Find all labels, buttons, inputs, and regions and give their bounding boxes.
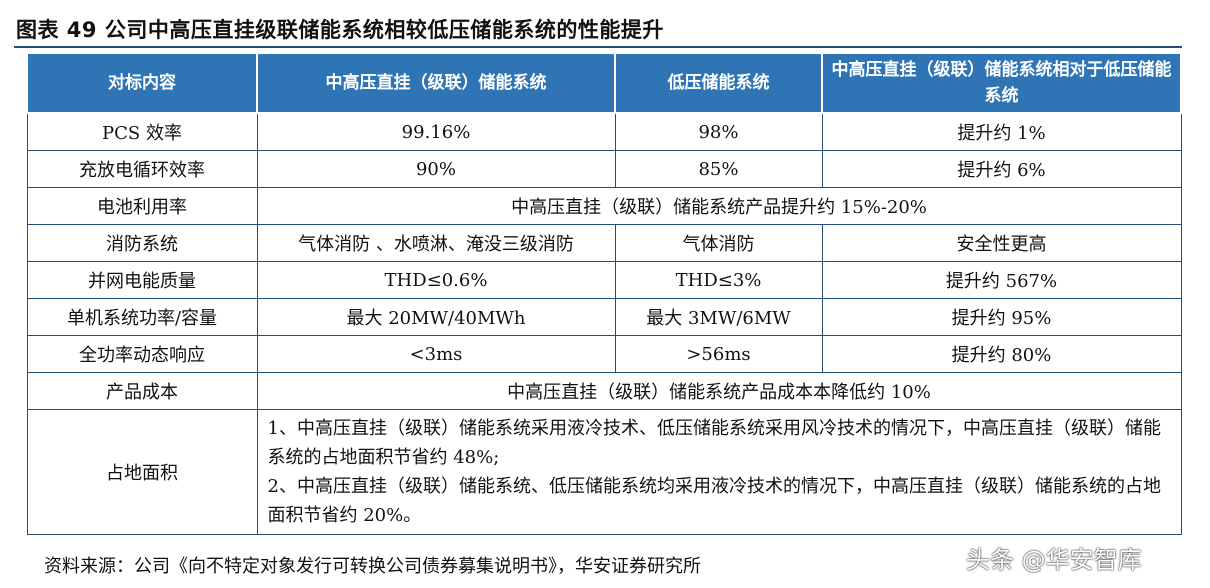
figure-title: 图表 49 公司中高压直挂级联储能系统相较低压储能系统的性能提升 <box>16 18 664 42</box>
area-note-2: 2、中高压直挂（级联）储能系统、低压储能系统均采用液冷技术的情况下，中高压直挂（… <box>267 476 1161 526</box>
cell-value: 提升约 1% <box>821 112 1182 151</box>
table-row: 电池利用率 中高压直挂（级联）储能系统产品提升约 15%-20% <box>26 187 1182 225</box>
cell-value: <3ms <box>256 335 616 373</box>
cell-value: THD≤3% <box>614 261 823 299</box>
row-label: 全功率动态响应 <box>26 335 258 373</box>
cell-value: THD≤0.6% <box>256 261 616 299</box>
cell-value: 99.16% <box>256 112 616 151</box>
cell-value-merged: 中高压直挂（级联）储能系统产品成本本降低约 10% <box>256 372 1182 410</box>
row-label: 电池利用率 <box>26 187 258 225</box>
header-lv-system: 低压储能系统 <box>614 52 823 114</box>
table-row: 全功率动态响应 <3ms >56ms 提升约 80% <box>26 335 1182 373</box>
table-row: 产品成本 中高压直挂（级联）储能系统产品成本本降低约 10% <box>26 372 1182 410</box>
cell-value-merged: 1、中高压直挂（级联）储能系统采用液冷技术、低压储能系统采用风冷技术的情况下，中… <box>256 409 1182 535</box>
header-mv-system: 中高压直挂（级联）储能系统 <box>256 52 616 114</box>
table-row: 消防系统 气体消防 、水喷淋、淹没三级消防 气体消防 安全性更高 <box>26 224 1182 262</box>
row-label: 产品成本 <box>26 372 258 410</box>
table-header-row: 对标内容 中高压直挂（级联）储能系统 低压储能系统 中高压直挂（级联）储能系统相… <box>26 52 1182 114</box>
table-row: 充放电循环效率 90% 85% 提升约 6% <box>26 150 1182 188</box>
cell-value: 最大 3MW/6MW <box>614 298 823 336</box>
area-note-1: 1、中高压直挂（级联）储能系统采用液冷技术、低压储能系统采用风冷技术的情况下，中… <box>267 418 1161 468</box>
row-label: PCS 效率 <box>26 112 258 151</box>
cell-value: 提升约 95% <box>821 298 1182 336</box>
header-improvement: 中高压直挂（级联）储能系统相对于低压储能系统 <box>821 52 1182 114</box>
row-label: 并网电能质量 <box>26 261 258 299</box>
comparison-table: 对标内容 中高压直挂（级联）储能系统 低压储能系统 中高压直挂（级联）储能系统相… <box>26 52 1182 535</box>
title-divider <box>14 46 1182 48</box>
table-row: 并网电能质量 THD≤0.6% THD≤3% 提升约 567% <box>26 261 1182 299</box>
cell-value: 气体消防 、水喷淋、淹没三级消防 <box>256 224 616 262</box>
cell-value: 提升约 6% <box>821 150 1182 188</box>
cell-value: 98% <box>614 112 823 151</box>
source-note: 资料来源：公司《向不特定对象发行可转换公司债券募集说明书》，华安证券研究所 <box>44 556 701 577</box>
cell-value: 安全性更高 <box>821 224 1182 262</box>
watermark: 头条 @华安智库 <box>966 546 1142 574</box>
header-benchmark: 对标内容 <box>26 52 258 114</box>
table-row: PCS 效率 99.16% 98% 提升约 1% <box>26 112 1182 151</box>
cell-value: 提升约 80% <box>821 335 1182 373</box>
cell-value-merged: 中高压直挂（级联）储能系统产品提升约 15%-20% <box>256 187 1182 225</box>
table-row: 占地面积 1、中高压直挂（级联）储能系统采用液冷技术、低压储能系统采用风冷技术的… <box>26 409 1182 535</box>
cell-value: 85% <box>614 150 823 188</box>
cell-value: >56ms <box>614 335 823 373</box>
cell-value: 气体消防 <box>614 224 823 262</box>
row-label: 占地面积 <box>26 409 258 535</box>
row-label: 充放电循环效率 <box>26 150 258 188</box>
row-label: 消防系统 <box>26 224 258 262</box>
table-row: 单机系统功率/容量 最大 20MW/40MWh 最大 3MW/6MW 提升约 9… <box>26 298 1182 336</box>
cell-value: 最大 20MW/40MWh <box>256 298 616 336</box>
cell-value: 提升约 567% <box>821 261 1182 299</box>
row-label: 单机系统功率/容量 <box>26 298 258 336</box>
cell-value: 90% <box>256 150 616 188</box>
